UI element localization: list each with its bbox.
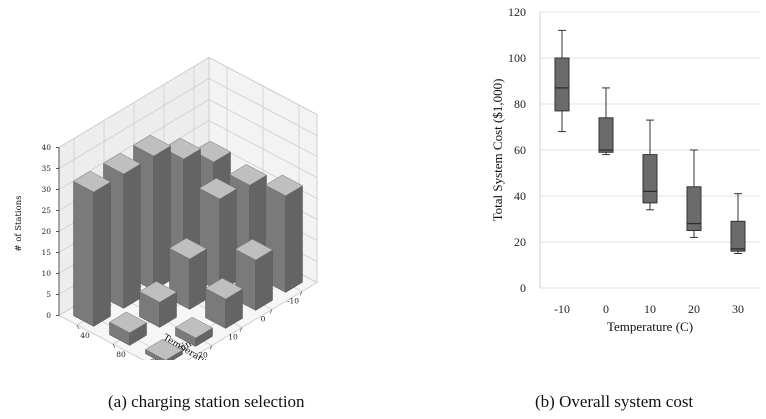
- system-cost-box-chart: 0 20 40 60 80 100 120 -10 0 10 20 30 Temperature (C)…: [490, 5, 760, 334]
- z-tick-label: 30: [41, 185, 51, 194]
- bar-top-face: [144, 339, 184, 360]
- temp-tick-label: 10: [228, 333, 238, 342]
- z-gridline: [58, 57, 318, 148]
- x-tick-label: 30: [732, 302, 744, 316]
- y-tick-label: 60: [514, 143, 526, 157]
- z-axis-label: # of Stations: [14, 195, 24, 251]
- z-gridline: [58, 99, 318, 190]
- bar-top-face: [264, 174, 304, 197]
- bar-left-face: [73, 180, 94, 327]
- box-body: [642, 154, 658, 204]
- bar-right-face: [255, 249, 273, 311]
- bar-right-face: [189, 248, 207, 310]
- box-30: [730, 193, 746, 254]
- bar-top-face: [228, 164, 268, 186]
- temp-tick: [269, 309, 273, 314]
- temp-tick-label: -10: [287, 297, 299, 306]
- bar-right-face: [219, 188, 237, 292]
- z-gridline: [58, 78, 318, 169]
- box-0: [598, 87, 614, 156]
- caption-b: (b) Overall system cost: [535, 392, 694, 411]
- box-body: [598, 117, 614, 153]
- y-tick-label: 120: [508, 5, 526, 19]
- y-axis-label: Total System Cost ($1,000): [490, 79, 505, 222]
- bar-top-face: [234, 238, 274, 261]
- z-tick-label: 10: [41, 269, 51, 278]
- temp-tick-label: 0: [261, 315, 266, 324]
- bar-right-face: [153, 145, 171, 291]
- bar-top-face: [72, 170, 112, 193]
- bar: [174, 316, 214, 347]
- box-20: [686, 149, 702, 238]
- box-body: [686, 186, 702, 232]
- bar-top-face: [204, 277, 244, 300]
- box-body: [554, 57, 570, 112]
- bar-right-face: [285, 185, 303, 293]
- z-tick-label: 15: [41, 248, 51, 257]
- time-tick: [76, 324, 80, 330]
- bar: [138, 281, 178, 328]
- y-tick-label: 40: [514, 189, 526, 203]
- bar-top-face: [198, 177, 238, 200]
- z-tick-label: 20: [41, 227, 51, 236]
- box--10: [554, 29, 570, 133]
- z-tick-label: 0: [46, 311, 51, 320]
- x-tick-label: 10: [644, 302, 656, 316]
- x-tick-label: 0: [603, 302, 609, 316]
- bar: [204, 277, 244, 329]
- bar: [108, 311, 148, 346]
- z-tick-label: 40: [41, 143, 51, 152]
- bar-top-face: [132, 134, 172, 157]
- caption-a: (a) charging station selection: [108, 392, 305, 411]
- bar-right-face: [93, 181, 111, 327]
- y-tick-label: 80: [514, 97, 526, 111]
- box-body: [730, 220, 746, 252]
- temp-tick: [299, 291, 303, 296]
- time-tick-label: 40: [80, 331, 90, 340]
- box-10: [642, 119, 658, 211]
- z-tick-label: 5: [46, 290, 51, 299]
- z-tick-label: 35: [41, 164, 51, 173]
- z-tick-label: 25: [41, 206, 51, 215]
- time-tick-label: 80: [116, 350, 126, 359]
- bar: [72, 170, 112, 327]
- temp-tick: [209, 345, 213, 350]
- bar-top-face: [102, 152, 142, 175]
- y-tick-label: 0: [520, 281, 526, 295]
- time-tick: [112, 343, 116, 349]
- y-tick-label: 20: [514, 235, 526, 249]
- x-axis-label: Temperature (C): [607, 319, 693, 334]
- temp-tick: [239, 327, 243, 332]
- bar-right-face: [123, 163, 141, 309]
- bar-top-face: [168, 237, 208, 260]
- x-tick-label: -10: [554, 302, 570, 316]
- bar-top-face: [138, 281, 178, 303]
- temp-tick-label: 20: [198, 351, 208, 360]
- x-tick-label: 20: [688, 302, 700, 316]
- bar-top-face: [108, 311, 148, 334]
- bar: [144, 339, 184, 360]
- y-tick-label: 100: [508, 51, 526, 65]
- bar-top-face: [174, 316, 214, 339]
